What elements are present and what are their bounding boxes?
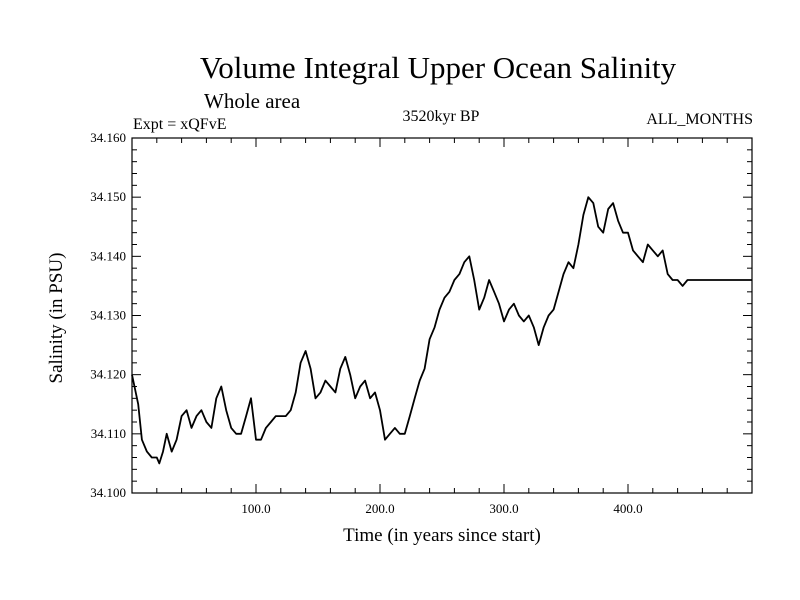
plot-frame [131, 137, 753, 494]
chart-title: Volume Integral Upper Ocean Salinity [200, 50, 677, 85]
x-tick-label: 100.0 [241, 501, 270, 516]
y-tick-label: 34.120 [90, 367, 126, 382]
y-tick-label: 34.160 [90, 130, 126, 145]
x-axis-label: Time (in years since start) [343, 525, 541, 546]
months-label: ALL_MONTHS [646, 111, 753, 128]
period-label: 3520kyr BP [403, 108, 480, 125]
experiment-label: Expt = xQFvE [133, 116, 226, 133]
y-axis-ticks: 34.100 34.110 34.120 34.130 34.140 34.150 34.1… [90, 130, 752, 500]
y-tick-label: 34.150 [90, 189, 126, 204]
x-tick-label: 300.0 [489, 501, 518, 516]
salinity-series-line [131, 196, 752, 465]
y-tick-label: 34.130 [90, 308, 126, 323]
y-tick-label: 34.140 [90, 248, 126, 263]
y-axis-label: Salinity (in PSU) [46, 253, 67, 384]
chart-subtitle: Whole area [204, 89, 301, 113]
y-tick-label: 34.110 [91, 426, 126, 441]
x-tick-label: 400.0 [613, 501, 642, 516]
y-tick-label: 34.100 [90, 485, 126, 500]
x-tick-label: 200.0 [365, 501, 394, 516]
x-axis-ticks: 100.0 200.0 300.0 400.0 [156, 138, 728, 516]
